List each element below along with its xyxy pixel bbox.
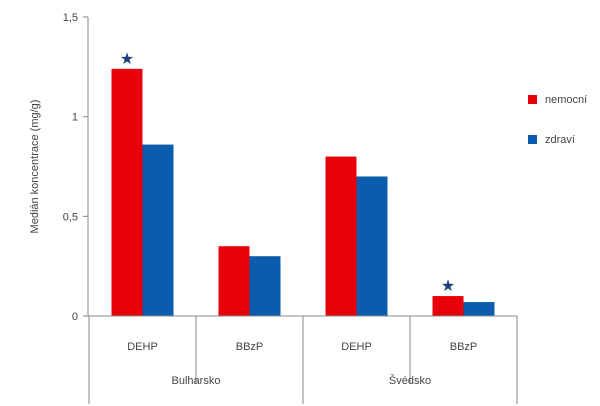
x-group-label: Bulharsko xyxy=(172,375,221,387)
bar-nemocní xyxy=(432,296,464,316)
legend-label: zdraví xyxy=(545,134,575,146)
y-tick-label: 0,5 xyxy=(63,211,78,223)
x-category-label: DEHP xyxy=(341,341,372,353)
x-group-label: Švédsko xyxy=(389,374,431,387)
legend-swatch xyxy=(528,95,537,104)
significance-star: ★ xyxy=(441,276,455,295)
x-category-label: BBzP xyxy=(236,341,264,353)
bar-zdraví xyxy=(142,144,174,316)
y-tick-label: 0 xyxy=(72,311,78,323)
x-category-label: DEHP xyxy=(127,341,158,353)
y-tick-label: 1 xyxy=(72,112,78,124)
y-tick-label: 1,5 xyxy=(63,12,78,24)
legend-label: nemocní xyxy=(545,94,587,106)
bar-nemocní xyxy=(218,246,250,316)
bar-nemocní xyxy=(325,156,357,316)
bar-nemocní xyxy=(111,68,143,317)
legend-swatch xyxy=(528,135,537,144)
x-category-label: BBzP xyxy=(450,341,478,353)
bar-zdraví xyxy=(356,176,388,316)
y-axis-title: Medián koncentrace (mg/g) xyxy=(29,100,41,234)
bar-zdraví xyxy=(249,256,281,316)
significance-star: ★ xyxy=(120,49,134,68)
bar-zdraví xyxy=(463,302,495,316)
